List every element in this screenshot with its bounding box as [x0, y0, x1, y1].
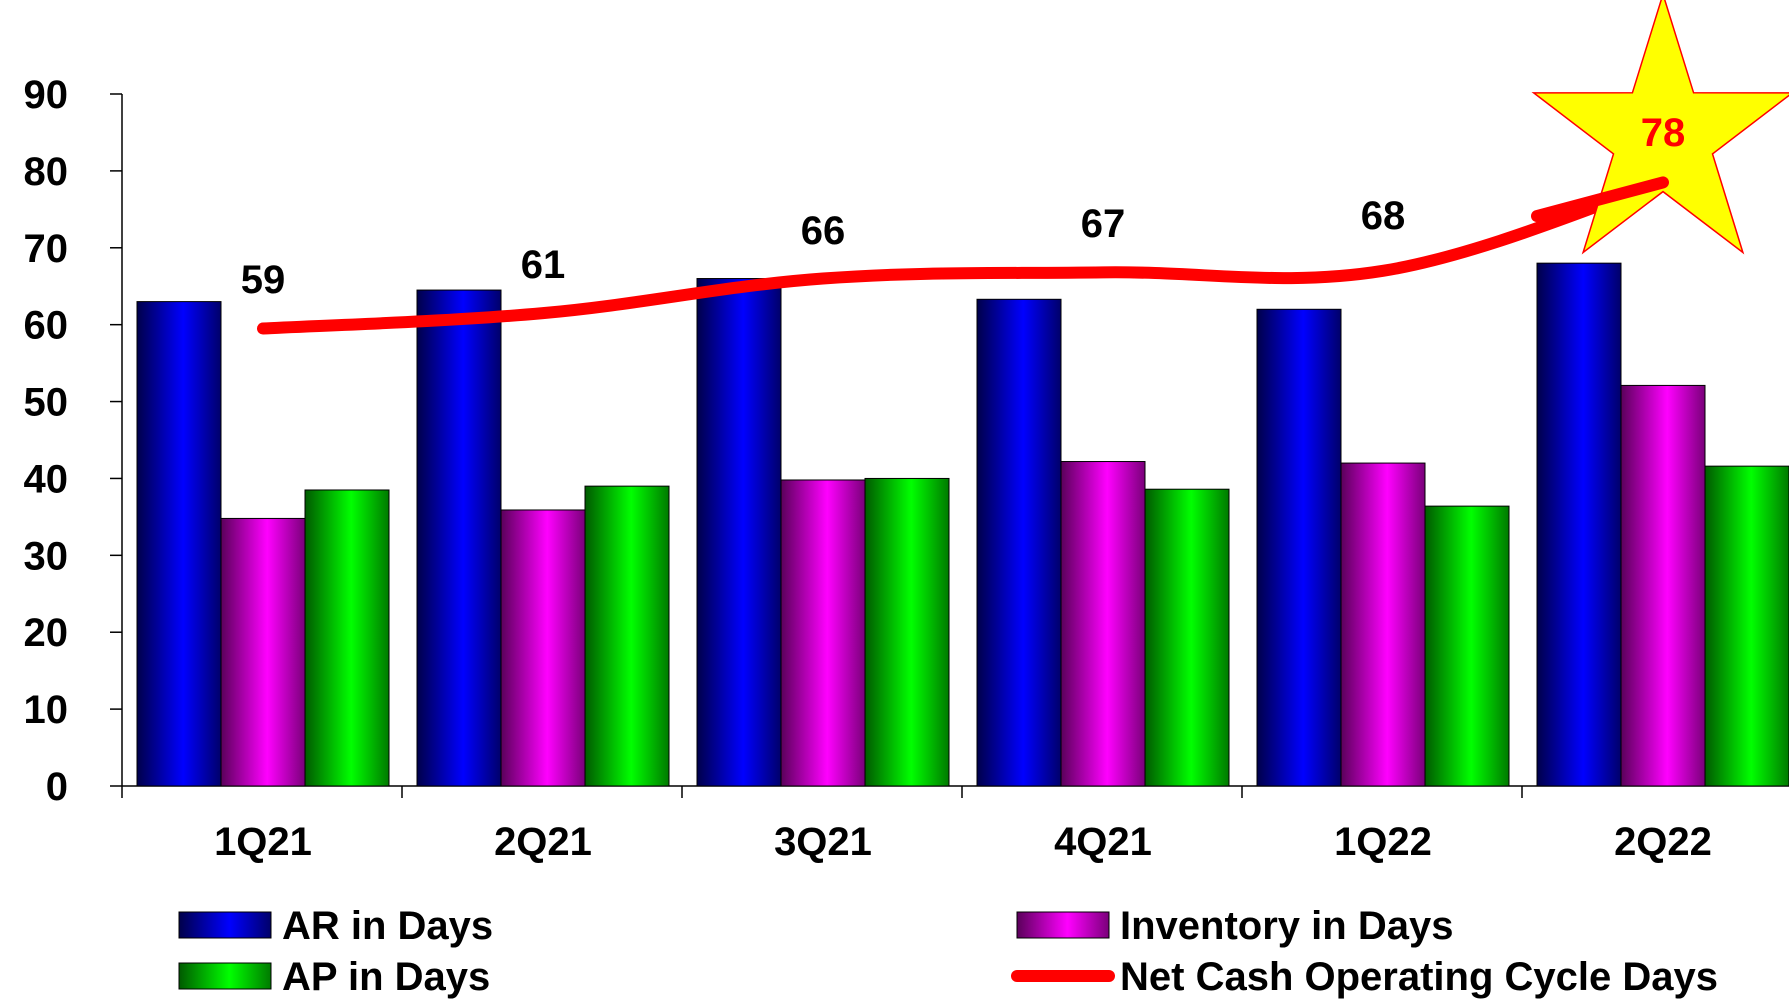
y-tick-label-3: 30 [24, 534, 69, 578]
legend: AR in Days Inventory in Days AP in Days Net… [178, 904, 1718, 999]
x-category-label-1q21: 1Q21 [214, 820, 312, 864]
y-tick-label-5: 50 [24, 381, 69, 425]
bar-ap-in-days-2q21 [584, 485, 670, 787]
legend-label-ap-in-days: AP in Days [282, 955, 490, 999]
bar-inventory-in-days-1q21 [220, 517, 306, 787]
y-tick-label-1: 10 [24, 688, 69, 732]
bar-ap-in-days-3q21 [864, 477, 950, 787]
line-layer [257, 0, 1789, 335]
axes [110, 93, 1789, 798]
y-tick-label-6: 60 [24, 304, 69, 348]
legend-label-ar-in-days: AR in Days [282, 904, 493, 948]
y-tick-label-2: 20 [24, 611, 69, 655]
bar-ap-in-days-4q21 [1144, 488, 1230, 787]
line-segment-highlight [1531, 176, 1669, 223]
bar-ap-in-days-2q22 [1704, 465, 1789, 787]
bar-ap-in-days-1q21 [304, 489, 390, 787]
legend-swatch-inventory-in-days [1016, 911, 1110, 939]
data-label-2q21: 61 [521, 243, 566, 287]
legend-swatch-ap-in-days [178, 962, 272, 990]
bar-ar-in-days-1q21 [136, 301, 222, 787]
legend-label-net-cash-operating-cycle-days: Net Cash Operating Cycle Days [1120, 955, 1718, 999]
x-category-label-1q22: 1Q22 [1334, 820, 1432, 864]
bar-inventory-in-days-2q21 [500, 509, 586, 787]
data-label-1q22: 68 [1361, 194, 1406, 238]
bar-ar-in-days-2q21 [416, 289, 502, 787]
labels: 0 10 20 30 40 50 60 70 80 90 1Q21 2Q21 3Q21 4Q21 1Q22 2… [24, 73, 1712, 864]
legend-swatch-ar-in-days [178, 911, 272, 939]
highlight-star-marker [1531, 0, 1789, 255]
bar-inventory-in-days-1q22 [1340, 462, 1426, 787]
y-tick-label-4: 40 [24, 457, 69, 501]
bar-inventory-in-days-4q21 [1060, 461, 1146, 787]
y-tick-label-8: 80 [24, 150, 69, 194]
line-net-cash-operating-cycle-days [257, 176, 1669, 335]
data-label-2q22: 78 [1641, 111, 1686, 155]
x-category-label-4q21: 4Q21 [1054, 820, 1152, 864]
bar-ar-in-days-1q22 [1256, 308, 1342, 787]
x-category-label-2q22: 2Q22 [1614, 820, 1712, 864]
bar-ar-in-days-2q22 [1536, 262, 1622, 787]
y-tick-label-7: 70 [24, 227, 69, 271]
data-label-3q21: 66 [801, 209, 846, 253]
y-tick-label-0: 0 [46, 765, 68, 809]
data-label-4q21: 67 [1081, 202, 1126, 246]
data-label-1q21: 59 [241, 258, 286, 302]
x-category-label-2q21: 2Q21 [494, 820, 592, 864]
bar-ar-in-days-3q21 [696, 278, 782, 787]
legend-label-inventory-in-days: Inventory in Days [1120, 904, 1453, 948]
x-category-label-3q21: 3Q21 [774, 820, 872, 864]
bar-ap-in-days-1q22 [1424, 505, 1510, 787]
bars [136, 262, 1789, 787]
bar-inventory-in-days-2q22 [1620, 384, 1706, 787]
bar-ar-in-days-4q21 [976, 298, 1062, 787]
bar-inventory-in-days-3q21 [780, 479, 866, 787]
y-tick-label-9: 90 [24, 73, 69, 117]
